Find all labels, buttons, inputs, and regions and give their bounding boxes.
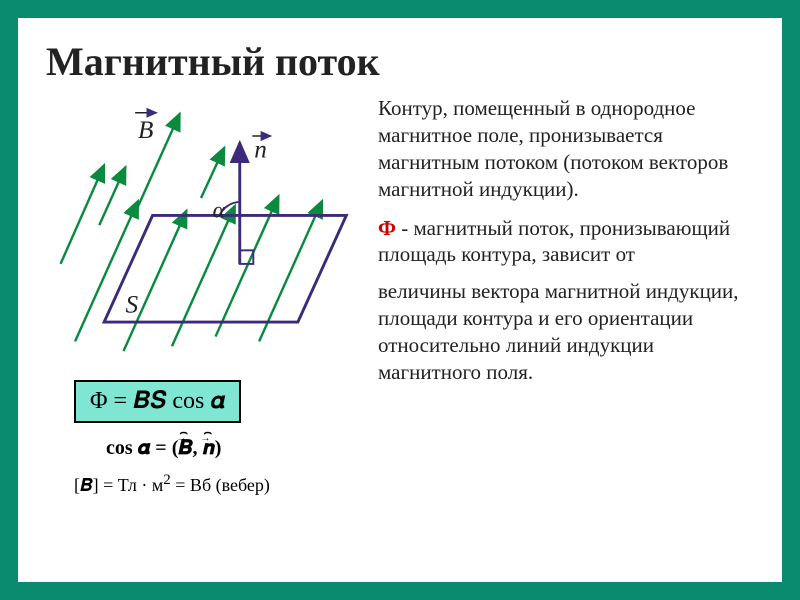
main-formula: Φ = 𝑩𝑺 cos 𝜶: [74, 380, 241, 423]
label-alpha: α: [213, 197, 226, 223]
phi-symbol: Ф: [378, 216, 396, 240]
cos-b-vec: ⌢𝑩→: [178, 437, 192, 459]
field-arrow: [259, 201, 322, 341]
field-arrow: [172, 206, 235, 346]
paragraph-1: Контур, помещенный в однородное магнитно…: [378, 95, 754, 203]
label-b: B: [138, 117, 153, 144]
field-arrows: [61, 114, 323, 351]
field-arrow: [99, 167, 125, 225]
paragraph-2: Ф - магнитный поток, пронизывающий площа…: [378, 215, 754, 269]
paragraph-3: величины вектора магнитной индукции, пло…: [378, 278, 754, 386]
slide-title: Магнитный поток: [46, 38, 754, 85]
field-arrow: [124, 211, 187, 351]
units-suffix: = Вб (вебер): [171, 475, 270, 495]
units-sup: 2: [163, 472, 171, 488]
field-arrow: [201, 148, 224, 198]
cos-n-vec: ⌢𝒏→: [202, 437, 214, 459]
outer-frame: Магнитный поток: [0, 0, 800, 600]
field-arrow: [216, 196, 279, 336]
left-column: B n α S Φ = 𝑩𝑺 cos 𝜶 cos 𝜶 = (⌢𝑩→, ⌢𝒏→): [46, 95, 356, 496]
label-s: S: [125, 291, 138, 318]
right-column: Контур, помещенный в однородное магнитно…: [378, 95, 754, 496]
units-line: [𝑩] = Тл · м2 = Вб (вебер): [74, 472, 356, 496]
inner-frame: Магнитный поток: [16, 16, 784, 584]
units-prefix: [𝑩] = Тл · м: [74, 475, 163, 495]
flux-diagram: B n α S: [46, 95, 356, 365]
label-n: n: [254, 136, 267, 163]
content-area: B n α S Φ = 𝑩𝑺 cos 𝜶 cos 𝜶 = (⌢𝑩→, ⌢𝒏→): [46, 95, 754, 496]
field-arrow: [61, 165, 105, 264]
cos-suffix: ): [215, 437, 222, 459]
paragraph-2-text: - магнитный поток, пронизывающий площадь…: [378, 216, 730, 267]
cos-definition: cos 𝜶 = (⌢𝑩→, ⌢𝒏→): [106, 437, 356, 460]
cos-prefix: cos 𝜶 = (: [106, 437, 178, 459]
plane-parallelogram: [104, 215, 346, 322]
